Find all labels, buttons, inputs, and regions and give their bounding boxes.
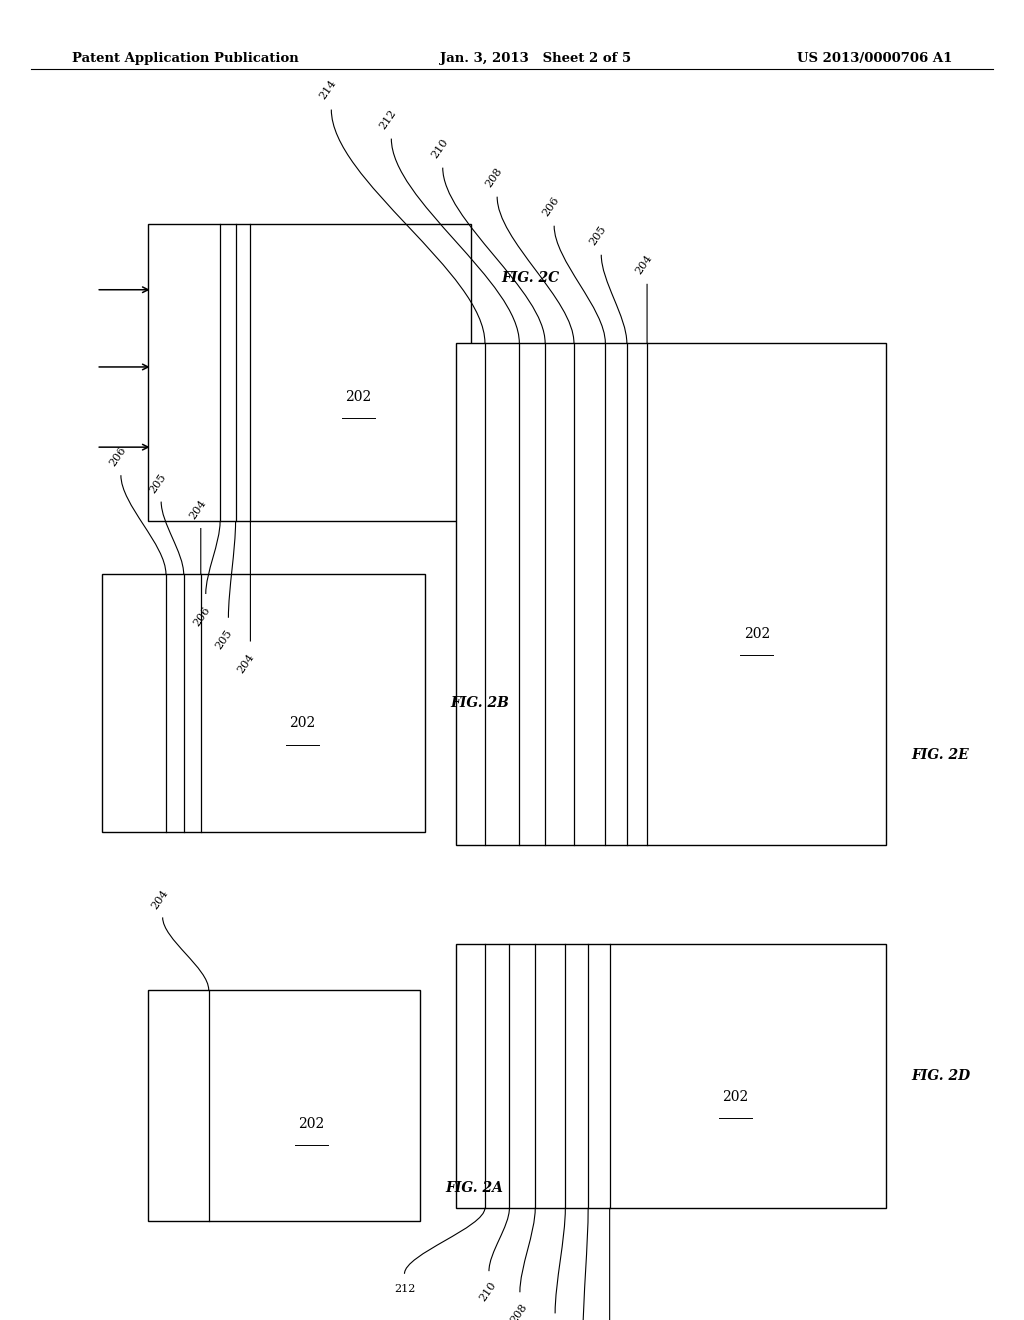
Text: 205: 205: [214, 628, 234, 652]
Text: 204: 204: [237, 652, 257, 676]
Text: 202: 202: [743, 627, 770, 642]
Text: US 2013/0000706 A1: US 2013/0000706 A1: [797, 51, 952, 65]
Text: 202: 202: [289, 717, 315, 730]
Text: 205: 205: [588, 223, 608, 247]
Text: 206: 206: [541, 194, 561, 218]
Text: 206: 206: [108, 445, 128, 469]
Text: Jan. 3, 2013   Sheet 2 of 5: Jan. 3, 2013 Sheet 2 of 5: [440, 51, 632, 65]
Text: FIG. 2C: FIG. 2C: [502, 271, 560, 285]
Text: 208: 208: [509, 1302, 529, 1320]
Text: 206: 206: [191, 605, 212, 628]
Text: 204: 204: [150, 887, 170, 911]
Bar: [456, 944, 886, 1208]
Text: 204: 204: [634, 252, 654, 276]
Text: 214: 214: [318, 78, 339, 102]
Text: 212: 212: [394, 1284, 415, 1295]
Text: FIG. 2A: FIG. 2A: [445, 1181, 504, 1195]
Bar: [148, 224, 471, 521]
Text: 202: 202: [345, 389, 372, 404]
Text: FIG. 2B: FIG. 2B: [451, 696, 509, 710]
Text: 210: 210: [478, 1280, 498, 1304]
Text: 212: 212: [378, 107, 398, 131]
Text: FIG. 2E: FIG. 2E: [911, 747, 969, 762]
Text: FIG. 2D: FIG. 2D: [911, 1069, 971, 1082]
Bar: [148, 990, 420, 1221]
Text: 210: 210: [429, 136, 450, 160]
Bar: [102, 574, 425, 832]
Text: Patent Application Publication: Patent Application Publication: [72, 51, 298, 65]
Text: 202: 202: [722, 1090, 749, 1104]
Text: 205: 205: [147, 471, 168, 495]
Bar: [456, 343, 886, 845]
Text: 208: 208: [484, 165, 504, 189]
Text: 202: 202: [298, 1117, 325, 1131]
Text: 204: 204: [187, 498, 208, 521]
